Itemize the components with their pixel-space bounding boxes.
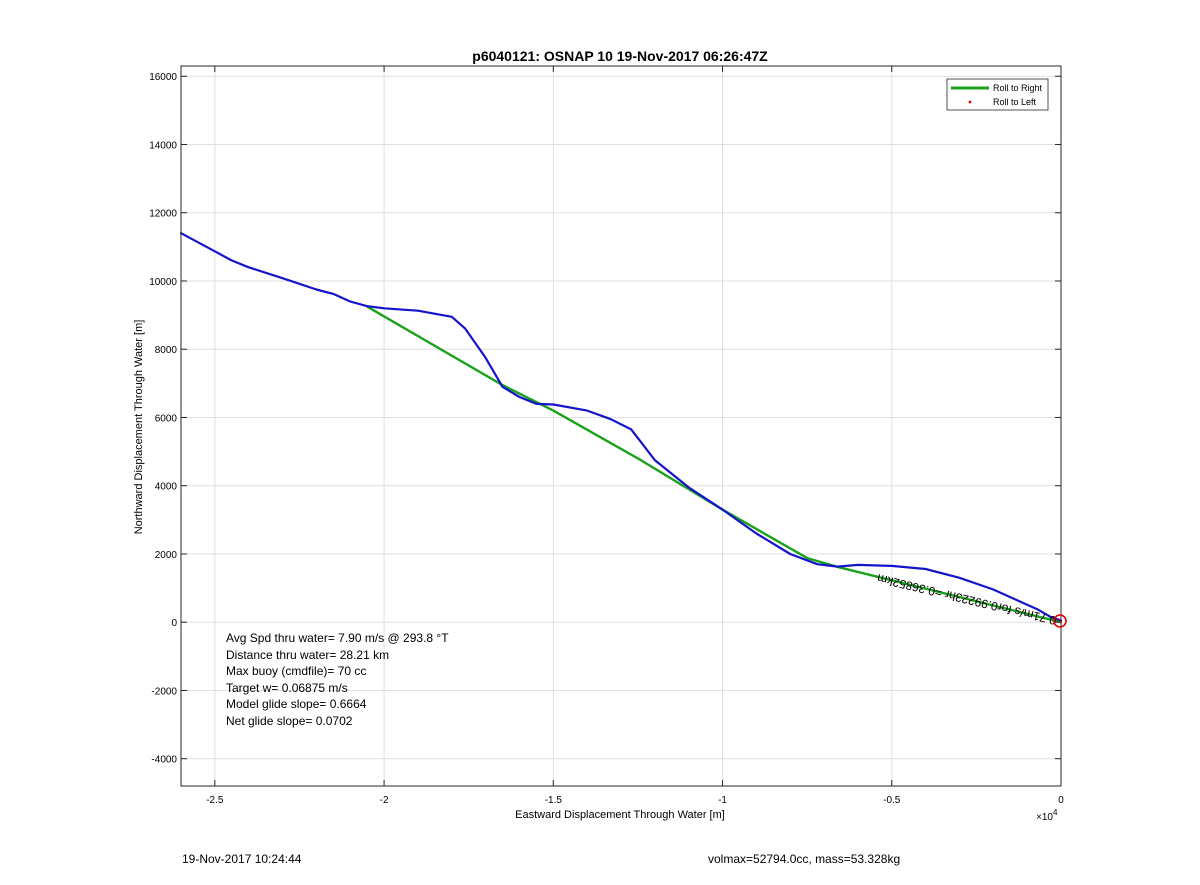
stat-distance: Distance thru water= 28.21 km (226, 648, 389, 662)
y-tick-label: 16000 (149, 72, 177, 83)
x-axis-label: Eastward Displacement Through Water [m] (515, 809, 725, 821)
legend-label-roll-left: Roll to Left (993, 97, 1037, 107)
stat-avg-speed: Avg Spd thru water= 7.90 m/s @ 293.8 °T (226, 631, 449, 645)
y-tick-label: -4000 (151, 755, 177, 766)
y-tick-label: 12000 (149, 209, 177, 220)
y-tick-label: 6000 (155, 413, 178, 424)
y-axis: -4000 -2000 0 2000 4000 6000 8000 10000 12000 140… (149, 72, 1061, 766)
stat-max-buoy: Max buoy (cmdfile)= 70 cc (226, 664, 366, 678)
y-tick-label: 0 (171, 618, 177, 629)
legend: Roll to Right Roll to Left (946, 78, 1049, 111)
footer-timestamp: 19-Nov-2017 10:24:44 (182, 852, 302, 866)
roll-left-point (1060, 621, 1062, 623)
y-tick-label: 10000 (149, 277, 177, 288)
grid (181, 66, 1062, 786)
series-line-track-1 (179, 232, 1063, 622)
x-tick-label: -1.5 (545, 795, 563, 806)
y-axis-label: Northward Displacement Through Water [m] (133, 320, 145, 535)
series-line-roll-to-right (366, 305, 1063, 624)
x-tick-label: -2.5 (206, 795, 224, 806)
stat-target-w: Target w= 0.06875 m/s (226, 681, 348, 695)
x-tick-label: -0.5 (883, 795, 901, 806)
legend-box (946, 78, 1049, 111)
roll-left-markers (1057, 618, 1062, 623)
y-tick-label: -2000 (151, 686, 177, 697)
footer-volmax: volmax=52794.0cc, mass=53.328kg (708, 852, 901, 866)
y-tick-label: 4000 (155, 482, 178, 493)
start-marker (1053, 614, 1067, 628)
chart-title: p6040121: OSNAP 10 19-Nov-2017 06:26:47Z (472, 48, 768, 64)
x-tick-label: 0 (1058, 795, 1064, 806)
legend-marker-roll-left (968, 100, 972, 104)
stat-net-glide: Net glide slope= 0.0702 (226, 714, 353, 728)
y-tick-label: 14000 (149, 140, 177, 151)
y-tick-label: 2000 (155, 550, 178, 561)
x-scale-multiplier: ×104 (1036, 808, 1058, 823)
roll-left-point (1057, 618, 1059, 620)
stat-model-glide: Model glide slope= 0.6664 (226, 697, 367, 711)
x-tick-label: -1 (718, 795, 727, 806)
stats-annotations: Avg Spd thru water= 7.90 m/s @ 293.8 °T … (226, 631, 449, 728)
plot-frame (180, 65, 1062, 787)
legend-label-roll-right: Roll to Right (993, 83, 1043, 93)
x-axis: -2.5 -2 -1.5 -1 -0.5 0 (206, 66, 1064, 806)
y-tick-label: 8000 (155, 345, 178, 356)
series-layer (179, 232, 1063, 624)
x-tick-label: -2 (380, 795, 389, 806)
